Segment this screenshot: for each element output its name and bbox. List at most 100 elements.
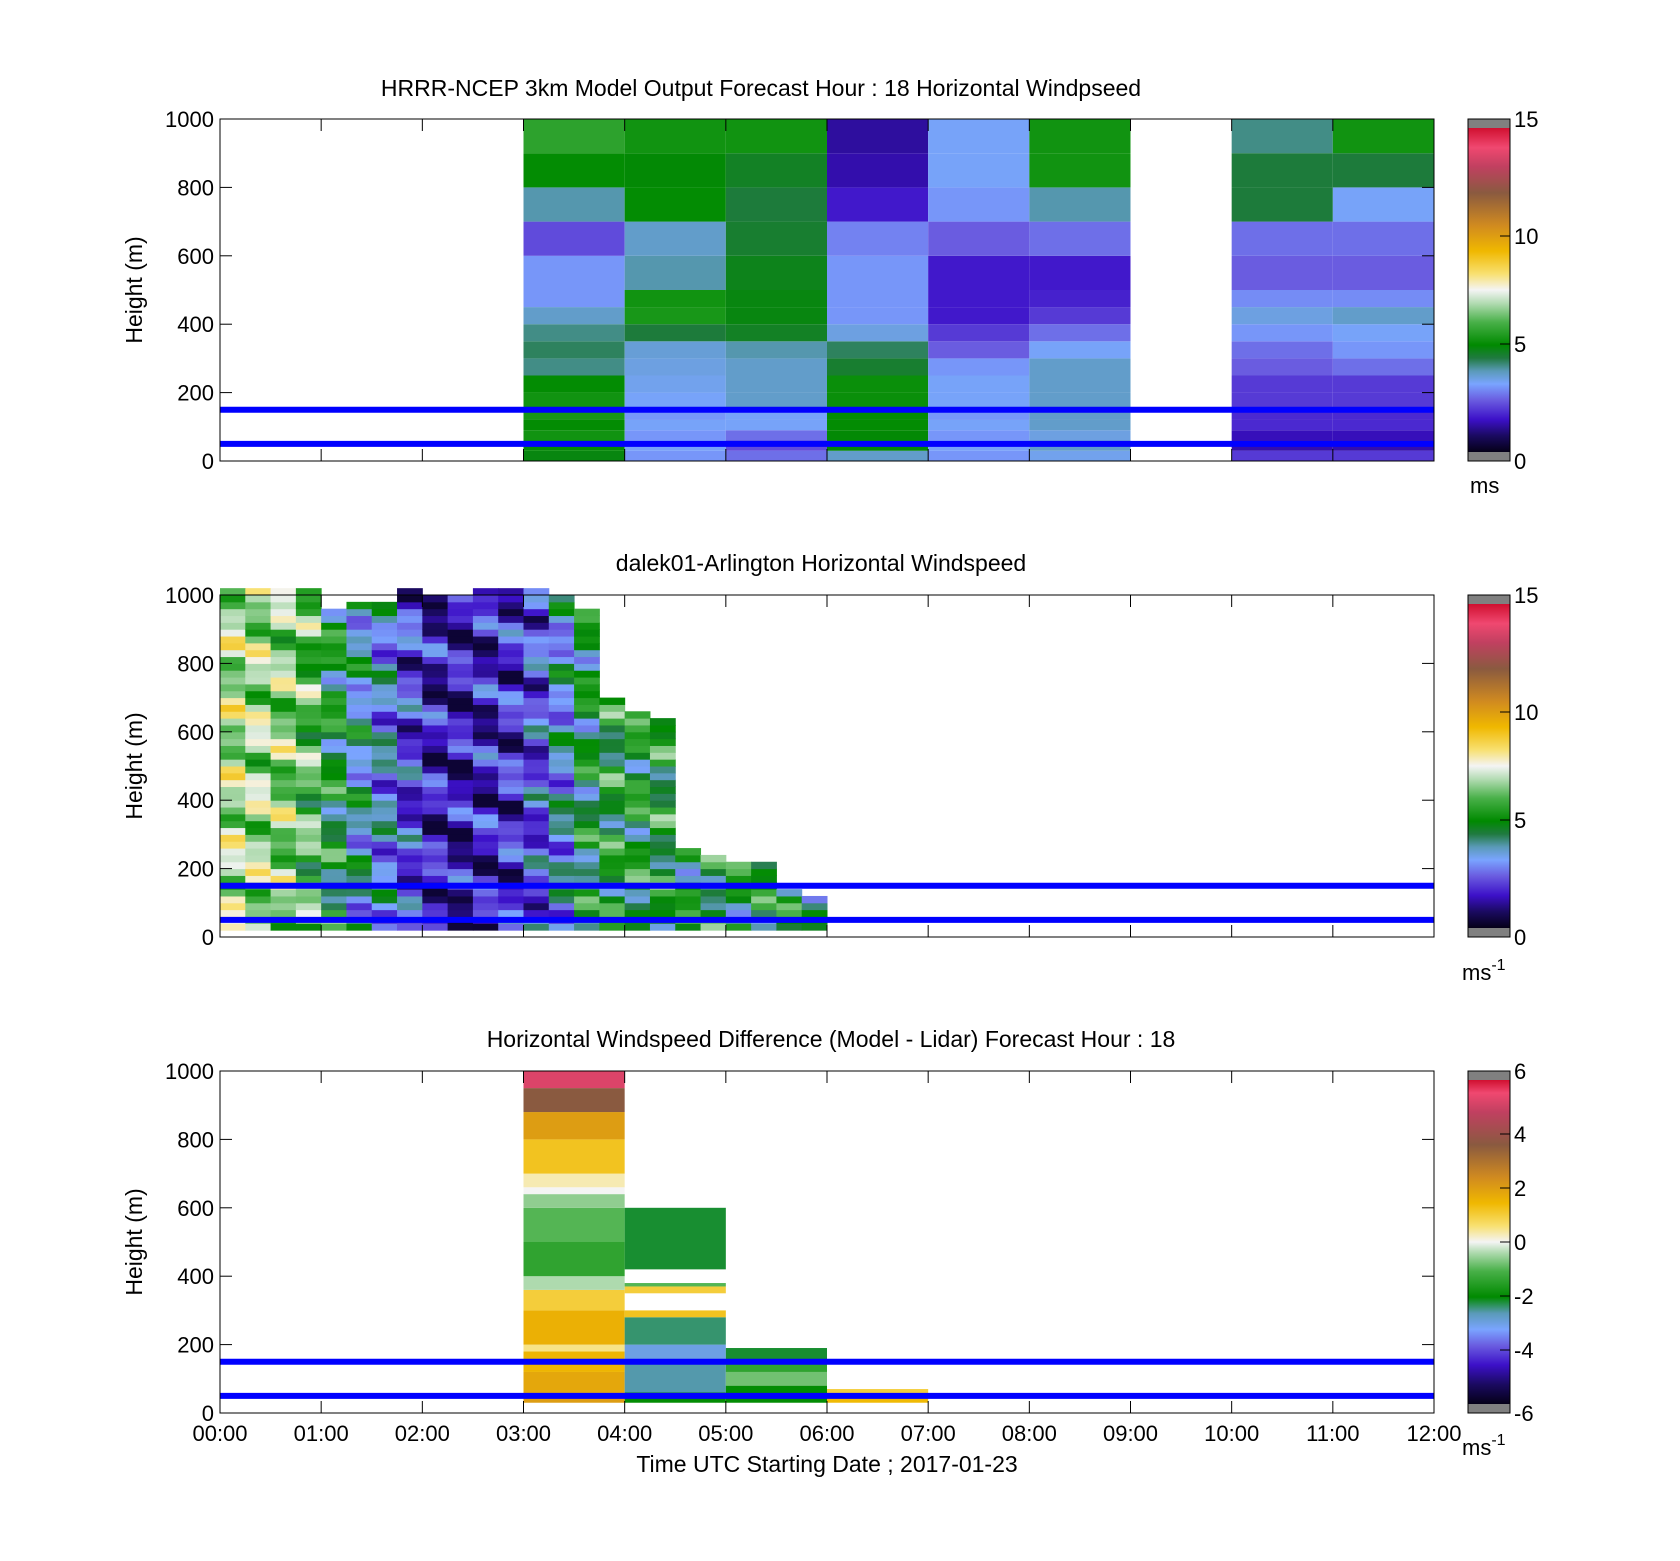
colorbar-over-cap [1468, 595, 1510, 604]
heatmap-cell [346, 601, 373, 610]
heatmap-cell [624, 731, 651, 740]
heatmap-cell [472, 868, 499, 876]
heatmap-cell [599, 766, 626, 774]
heatmap-cell [472, 759, 499, 767]
heatmap-cell [422, 718, 449, 726]
heatmap-cell [371, 601, 398, 610]
heatmap-cell [321, 902, 347, 911]
heatmap-cell [447, 615, 474, 623]
heatmap-cell [498, 834, 524, 842]
heatmap-cell [700, 895, 727, 904]
panel-title: dalek01-Arlington Horizontal Windspeed [616, 550, 1026, 576]
heatmap-cell [523, 324, 625, 342]
heatmap-cell [751, 895, 777, 904]
heatmap-cell [270, 800, 297, 808]
heatmap-cell [220, 636, 246, 644]
heatmap-cell [1332, 187, 1434, 222]
heatmap-cell [574, 861, 600, 870]
heatmap-cell [599, 895, 626, 904]
heatmap-cell [548, 636, 575, 644]
heatmap-cell [346, 834, 373, 842]
heatmap-cell [599, 745, 626, 753]
heatmap-cell [397, 745, 423, 753]
heatmap-cell [371, 875, 398, 883]
heatmap-cell [346, 704, 373, 712]
heatmap-cell [498, 670, 524, 678]
heatmap-cell [447, 656, 474, 664]
x-tick-label: 06:00 [799, 1421, 854, 1446]
heatmap-cell [220, 854, 246, 863]
colorbar-frame [1467, 118, 1511, 462]
heatmap-cell [397, 923, 423, 931]
heatmap-cell [827, 307, 929, 325]
heatmap-cell [270, 875, 297, 883]
heatmap-cell [397, 854, 423, 863]
heatmap-cell [371, 902, 398, 911]
colorbar: -6 -4 -2 0 2 4 6 ms-1 [1462, 1059, 1534, 1460]
x-axis-ticks [219, 1071, 1435, 1413]
heatmap-cell [523, 629, 550, 637]
heatmap-cell [447, 683, 474, 692]
y-tick-label: 200 [177, 381, 214, 406]
heatmap-cell [321, 649, 347, 658]
heatmap-cell [295, 820, 322, 829]
heatmap-cell [472, 601, 499, 610]
heatmap-cell [523, 375, 625, 393]
heatmap-cell [1332, 358, 1434, 376]
heatmap-cell [523, 588, 550, 596]
heatmap-cell [548, 690, 575, 699]
heatmap-cell [422, 731, 449, 740]
heatmap-cell [599, 704, 626, 712]
heatmap-cell [574, 677, 600, 685]
y-tick-label: 400 [177, 788, 214, 813]
heatmap-cell [220, 820, 246, 829]
heatmap-cell [725, 255, 827, 290]
heatmap-cell [397, 683, 423, 692]
heatmap-cell [245, 772, 272, 781]
heatmap-cell [371, 704, 398, 712]
heatmap-cell [321, 807, 347, 815]
heatmap-cell [371, 731, 398, 740]
heatmap-cell [649, 861, 676, 870]
heatmap-cell [675, 909, 702, 917]
heatmap-cell [422, 854, 449, 863]
heatmap-cell [1332, 450, 1434, 461]
panel-difference: Horizontal Windspeed Difference (Model -… [121, 1026, 1534, 1477]
heatmap-cell [371, 889, 398, 897]
heatmap-cell [624, 923, 651, 931]
heatmap-cell [574, 656, 600, 664]
heatmap-cell [422, 848, 449, 856]
heatmap-cell [245, 848, 272, 856]
heatmap-cell [599, 779, 626, 788]
heatmap-cell [523, 608, 550, 617]
heatmap-cell [472, 793, 499, 801]
heatmap-cell [447, 807, 474, 815]
heatmap-cell [422, 608, 449, 617]
heatmap-cell [220, 608, 246, 617]
heatmap-cell [270, 848, 297, 856]
heatmap-cell [928, 187, 1030, 222]
heatmap-cell [1029, 430, 1131, 441]
heatmap-cell [523, 848, 550, 856]
heatmap-cell [220, 868, 246, 876]
heatmap-cell [1231, 375, 1333, 393]
heatmap-cell [548, 895, 575, 904]
heatmap-cell [624, 187, 726, 222]
heatmap-cell [220, 909, 246, 917]
heatmap-cell [624, 255, 726, 290]
heatmap-cell [447, 608, 474, 617]
heatmap-cell [270, 752, 297, 760]
heatmap-cell [321, 786, 347, 794]
heatmap-cell [574, 683, 600, 692]
heatmap-cell [397, 889, 423, 897]
heatmap-cell [574, 827, 600, 835]
heatmap-cell [548, 663, 575, 671]
heatmap-cell [447, 738, 474, 746]
heatmap-cell [295, 656, 322, 664]
heatmap-cell [700, 889, 727, 897]
heatmap-cell [295, 766, 322, 774]
heatmap-cell [548, 779, 575, 788]
heatmap-cell [447, 895, 474, 904]
heatmap-cell [599, 800, 626, 808]
heatmap-cell [295, 663, 322, 671]
